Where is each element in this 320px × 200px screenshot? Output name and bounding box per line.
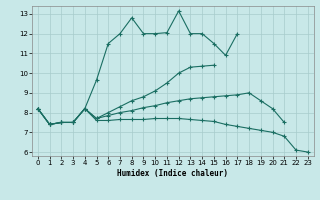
- X-axis label: Humidex (Indice chaleur): Humidex (Indice chaleur): [117, 169, 228, 178]
